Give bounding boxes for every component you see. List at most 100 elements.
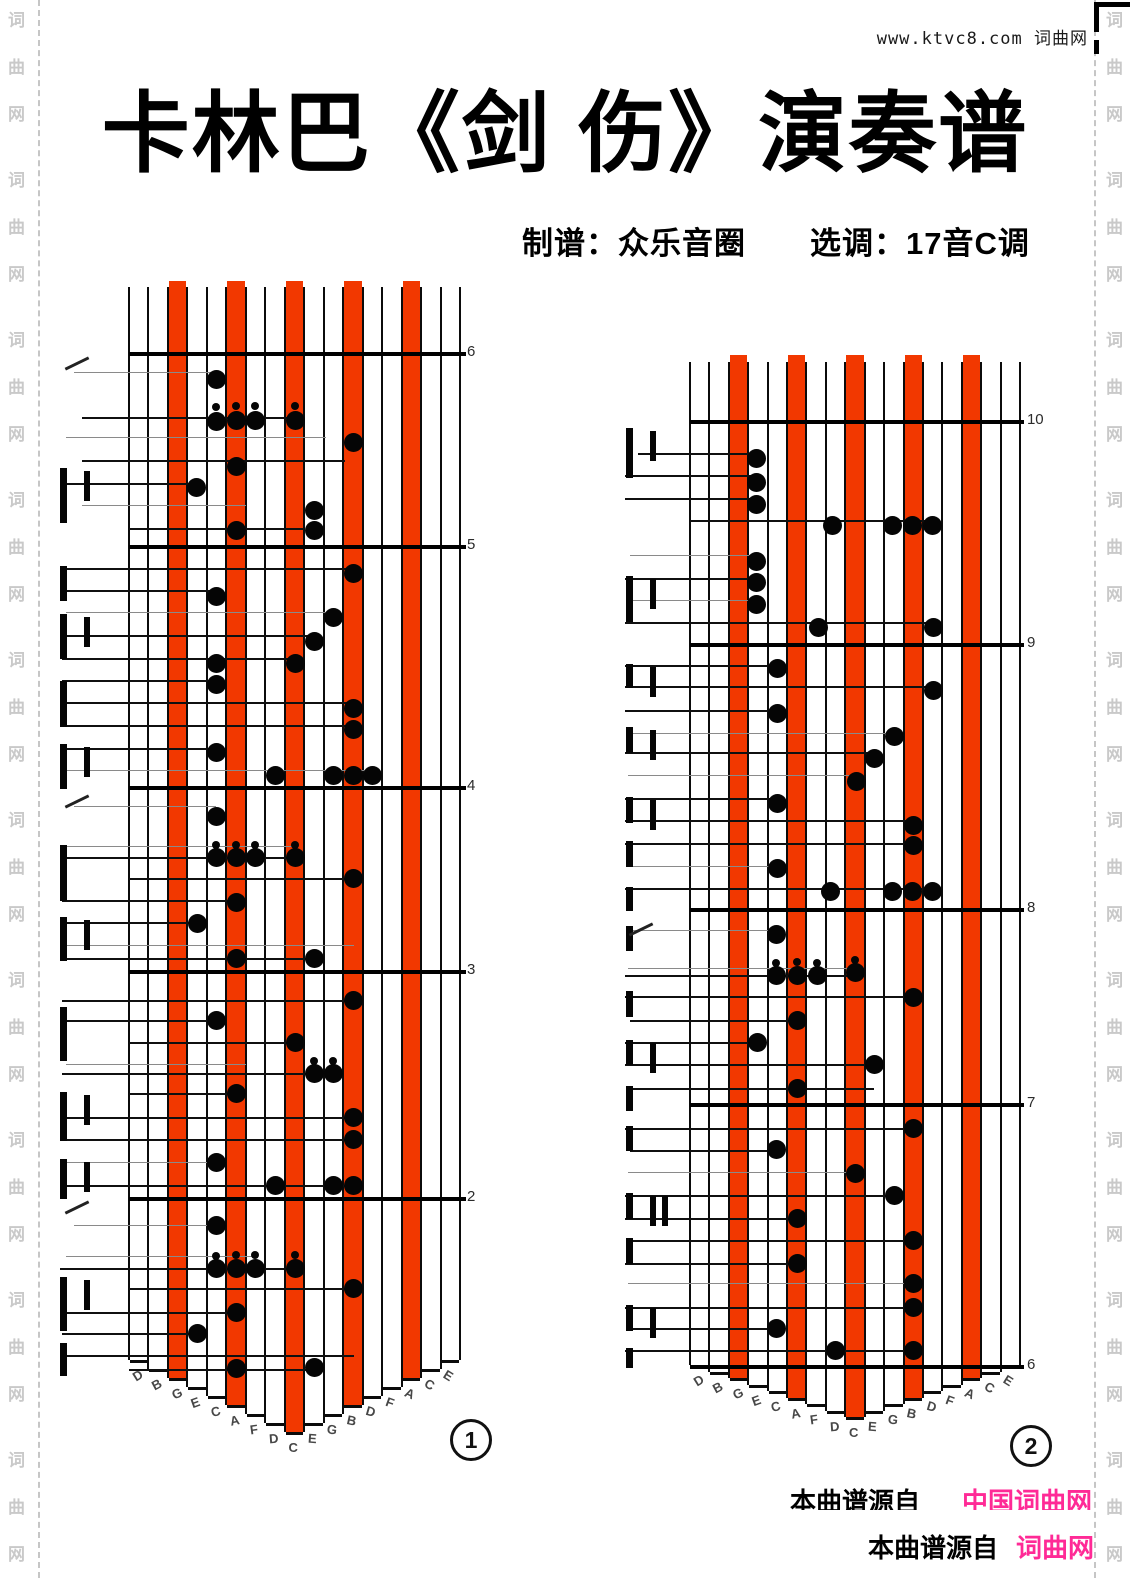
note-dot (323, 1063, 343, 1083)
rhythm-beam-tick (650, 667, 656, 697)
tine-label: D (268, 1430, 279, 1447)
corner-mark-v2 (1094, 40, 1099, 54)
note-dot (285, 653, 305, 673)
beat-line (628, 1172, 856, 1173)
section-number-1: 1 (450, 1419, 492, 1461)
right-watermark-char: 网 (1106, 265, 1123, 284)
beat-line (625, 1195, 894, 1197)
rhythm-beam (626, 991, 633, 1017)
tine-end-cap (363, 1396, 382, 1399)
tine-label: G (729, 1384, 746, 1403)
rhythm-beam-tick (650, 800, 656, 830)
beat-line (60, 483, 197, 485)
note-dot (882, 881, 902, 901)
note-dot (882, 515, 902, 535)
note-dot (304, 948, 324, 968)
left-watermark-char: 网 (8, 1225, 25, 1244)
rhythm-beam (626, 1086, 633, 1111)
tine-line (205, 287, 208, 1396)
right-watermark-char: 词 (1106, 1131, 1123, 1150)
note-dot (766, 1139, 786, 1159)
barline (690, 908, 1024, 912)
note-dot (226, 1302, 246, 1322)
tine-end-cap (788, 1397, 806, 1401)
rhythm-beam (626, 887, 633, 911)
note-dot (206, 742, 226, 762)
source-site-2: 词曲网 (1016, 1533, 1095, 1563)
tine-label: D (690, 1371, 707, 1390)
tine-line (727, 362, 730, 1378)
note-dot (285, 847, 305, 867)
note-dot (746, 494, 766, 514)
tine-label: A (402, 1384, 418, 1403)
beat-line (129, 878, 354, 880)
note-dot (343, 1129, 363, 1149)
beat-line (632, 600, 757, 601)
note-dot (822, 515, 842, 535)
beat-line (82, 505, 246, 506)
rhythm-beam (60, 614, 67, 659)
beat-line (62, 1139, 354, 1141)
note-dot (787, 1253, 807, 1273)
beat-line (625, 975, 856, 977)
corner-mark-h (1094, 2, 1130, 7)
right-watermark-char: 曲 (1106, 1018, 1123, 1037)
tine-end-cap (383, 1387, 401, 1390)
note-dot (304, 520, 324, 540)
beat-line (62, 1020, 216, 1022)
rhythm-beam-tick (84, 1162, 90, 1192)
tine-label: E (440, 1366, 457, 1385)
rhythm-beam-tick (84, 617, 90, 647)
right-watermark-char: 词 (1106, 171, 1123, 190)
tine-line (264, 287, 267, 1423)
staccato-dot (772, 959, 780, 967)
tine-line (420, 287, 423, 1378)
note-dot (903, 1340, 923, 1360)
source-prefix-2: 本曲谱源自 (868, 1533, 999, 1563)
barline (690, 1365, 1024, 1369)
source-line-clipped: 本曲谱源自 中国词曲网 (790, 1487, 1100, 1510)
tine-label: G (886, 1411, 899, 1428)
rhythm-beam (60, 1343, 67, 1376)
note-dot (902, 515, 922, 535)
tine-label: B (345, 1412, 358, 1429)
note-dot (265, 1175, 285, 1195)
staccato-dot (813, 959, 821, 967)
red-tine (402, 281, 421, 1378)
note-dot (304, 500, 324, 520)
rhythm-beam (626, 797, 633, 823)
measure-number: 2 (466, 1188, 476, 1205)
note-dot (206, 806, 226, 826)
beat-line (625, 752, 874, 754)
note-dot (767, 703, 787, 723)
tine-label: E (749, 1391, 763, 1409)
right-watermark-char: 曲 (1106, 378, 1123, 397)
tine-line (439, 287, 442, 1369)
note-dot (226, 892, 246, 912)
beat-line (625, 1064, 874, 1066)
staccato-dot (212, 1252, 220, 1260)
left-watermark-char: 曲 (8, 1338, 25, 1357)
tine-label: F (383, 1394, 397, 1411)
note-dot (864, 748, 884, 768)
staccato-dot (793, 958, 801, 966)
source-line: 本曲谱源自 词曲网 (868, 1528, 1094, 1565)
beat-line (628, 733, 894, 734)
left-watermark-char: 网 (8, 425, 25, 444)
beat-line (62, 568, 354, 570)
beat-line (66, 770, 373, 771)
beat-line (62, 1333, 197, 1335)
section-number-2: 2 (1010, 1425, 1052, 1467)
staccato-dot (329, 1057, 337, 1065)
rhythm-beam-tick (84, 920, 90, 950)
left-watermark-char: 网 (8, 905, 25, 924)
measure-number: 6 (1026, 1356, 1036, 1373)
rhythm-beam (60, 744, 67, 789)
staccato-dot (851, 956, 859, 964)
corner-mark-v (1094, 2, 1099, 32)
beat-line (62, 958, 315, 960)
beat-line (62, 1073, 334, 1075)
note-dot (265, 765, 285, 785)
note-dot (903, 1230, 923, 1250)
tine-end-cap (904, 1397, 922, 1401)
